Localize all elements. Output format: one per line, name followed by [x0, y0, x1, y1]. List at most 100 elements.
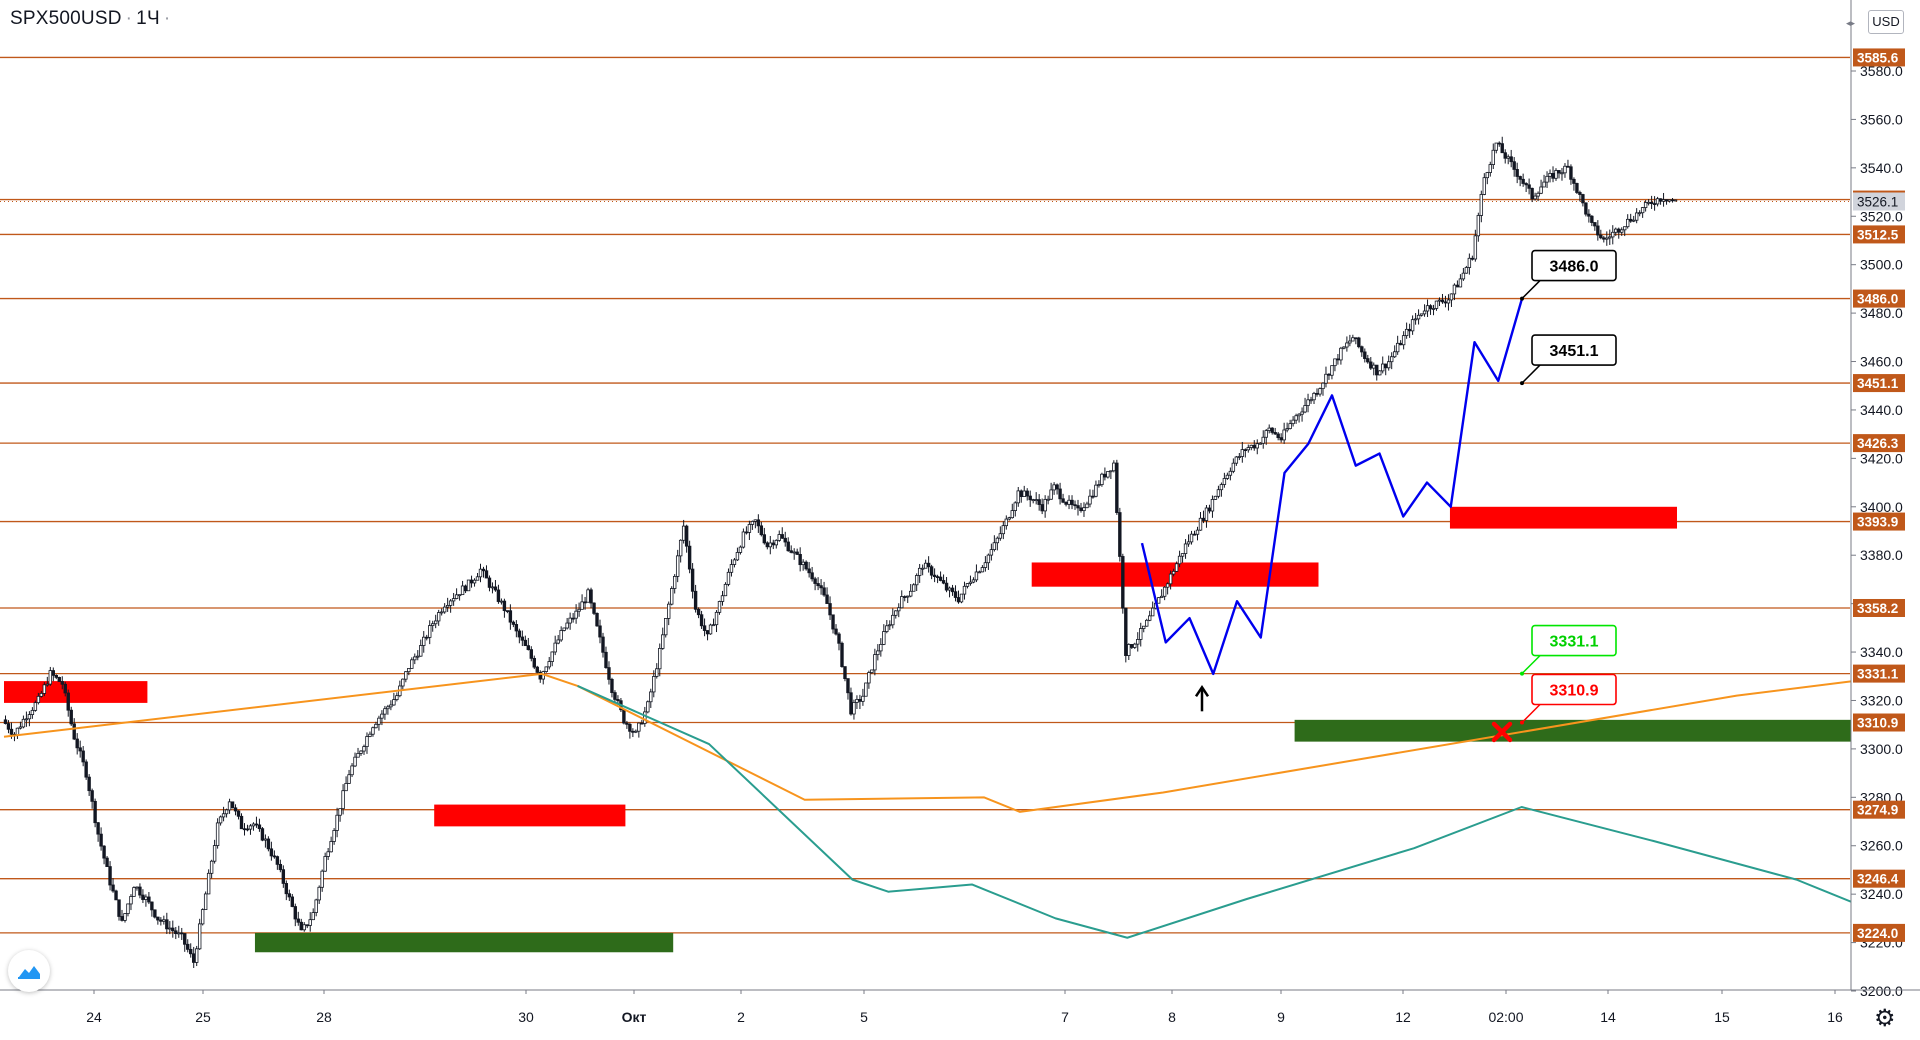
candle-down [287, 893, 292, 898]
price-callout [1531, 334, 1617, 366]
candle-up [1007, 517, 1011, 520]
forecast-path [1140, 298, 1524, 676]
candle-up [416, 655, 420, 658]
candle-down [9, 728, 14, 735]
candle-down [822, 587, 826, 596]
candle-down [99, 833, 103, 847]
candle-up [747, 524, 752, 533]
price-axis[interactable]: 3200.03220.03240.03260.03280.03300.03320… [1850, 0, 1920, 1040]
candle-up [374, 723, 378, 729]
candle-down [1581, 194, 1585, 204]
candle-up [900, 596, 904, 609]
x-tick-label: 5 [860, 1009, 868, 1025]
candle-up [194, 948, 199, 963]
y-tick-label: 3400.0 [1860, 499, 1903, 515]
tradingview-logo-icon[interactable] [8, 950, 50, 992]
candle-down [284, 883, 289, 895]
x-tick-label: 2 [737, 1009, 745, 1025]
candle-down [941, 580, 946, 584]
candle-up [123, 913, 127, 921]
callout-leader [1521, 655, 1541, 675]
candle-up [320, 870, 324, 888]
candle-down [849, 692, 853, 715]
candle-down [932, 574, 937, 577]
candle-up [1198, 517, 1203, 531]
candle-down [1124, 607, 1128, 656]
candle-down [610, 678, 614, 693]
candle-up [335, 814, 339, 831]
supply-zone [434, 804, 626, 827]
candle-up [1300, 411, 1304, 415]
candle-down [1273, 432, 1277, 435]
candle-up [559, 630, 563, 641]
candle-up [1655, 198, 1660, 205]
candle-up [729, 564, 734, 573]
level-price-tag [1853, 869, 1905, 888]
candle-up [655, 668, 659, 677]
candle-down [780, 534, 784, 539]
level-price-tag [1853, 434, 1905, 453]
candle-up [1204, 507, 1209, 521]
candle-up [553, 642, 557, 653]
candle-up [1052, 484, 1056, 491]
candle-up [1097, 484, 1101, 487]
candle-down [266, 838, 271, 850]
candle-up [1452, 284, 1457, 295]
candle-down [87, 776, 91, 792]
currency-button[interactable]: USD [1868, 10, 1904, 34]
candle-down [275, 856, 280, 865]
candle-down [159, 919, 163, 922]
candle-up [1106, 471, 1110, 478]
candle-up [490, 586, 495, 589]
candle-up [457, 594, 462, 597]
candle-up [1434, 300, 1439, 309]
candle-down [1037, 499, 1041, 505]
time-axis[interactable]: 24 25 28 30 Окт 2 5 7 8 9 12 02:00 14 15 16 [0, 989, 1920, 1025]
candle-down [1354, 337, 1358, 340]
candle-up [1148, 615, 1152, 621]
candle-up [1085, 503, 1089, 509]
candle-up [726, 571, 731, 585]
candle-down [1079, 507, 1083, 512]
candle-up [1392, 351, 1397, 358]
candle-up [21, 718, 26, 728]
candle-down [699, 614, 704, 627]
candle-down [858, 699, 862, 702]
level-price-label: 3585.6 [1857, 50, 1899, 65]
symbol-legend[interactable]: SPX500USD · 1Ч · [10, 8, 174, 30]
candle-up [897, 607, 901, 612]
level-price-label: 3246.4 [1857, 872, 1899, 887]
interval-label: 1Ч [136, 8, 160, 29]
x-tick-label: 16 [1827, 1009, 1843, 1025]
candle-up [30, 709, 35, 715]
candle-down [425, 636, 429, 639]
candle-up [968, 581, 973, 584]
candle-up [1324, 373, 1328, 384]
candle-up [1446, 299, 1451, 304]
y-tick-label: 3520.0 [1860, 208, 1903, 224]
candle-up [460, 585, 465, 596]
candle-up [962, 585, 967, 595]
candle-up [917, 567, 922, 576]
candle-up [344, 783, 348, 792]
gear-icon[interactable]: ⚙ [1874, 1004, 1896, 1032]
candle-down [290, 896, 294, 907]
y-tick-label: 3240.0 [1860, 886, 1903, 902]
candle-up [1171, 570, 1176, 575]
drag-handle-icon[interactable]: ◂▸ [1846, 18, 1856, 28]
candle-down [1649, 201, 1654, 204]
candle-up [586, 589, 590, 603]
candle-up [1177, 555, 1182, 565]
candle-up [221, 813, 226, 818]
candle-up [1282, 429, 1286, 441]
candle-down [1121, 556, 1125, 609]
candle-up [992, 542, 997, 551]
candle-up [1422, 310, 1427, 315]
candle-down [96, 822, 100, 835]
candle-up [314, 899, 318, 913]
candle-up [735, 552, 740, 561]
candle-up [1136, 639, 1140, 645]
candle-up [1180, 553, 1185, 557]
candle-down [93, 800, 97, 824]
